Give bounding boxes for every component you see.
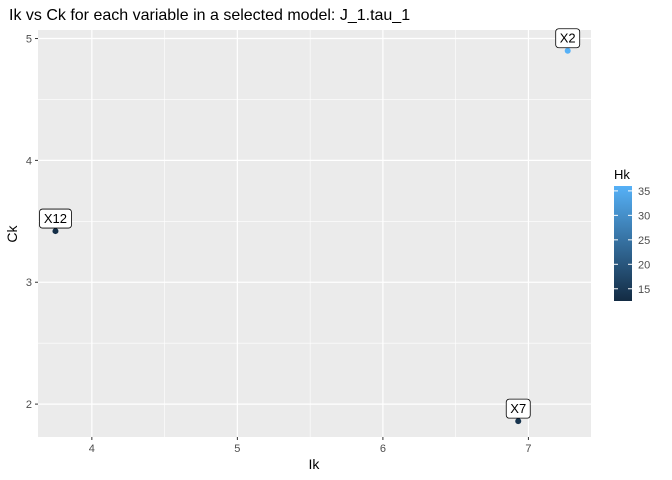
x-tick-label: 5	[234, 443, 240, 455]
y-tick-label: 3	[26, 277, 32, 289]
x-tick-label: 7	[525, 443, 531, 455]
x-axis: 4 5 6 7	[89, 437, 531, 455]
x-tick-label: 6	[380, 443, 386, 455]
y-axis: 2 3 4 5	[26, 34, 38, 411]
chart-title: Ik vs Ck for each variable in a selected…	[9, 7, 410, 24]
data-point	[564, 47, 571, 54]
points-layer	[52, 47, 571, 425]
legend-tick-label: 30	[638, 210, 650, 222]
legend: Hk 15 20 25 30 35	[614, 167, 650, 301]
x-axis-title: Ik	[309, 456, 321, 472]
grid-minor	[38, 30, 591, 437]
data-point	[52, 228, 59, 235]
y-axis-title: Ck	[4, 224, 20, 242]
legend-tick-label: 35	[638, 186, 650, 198]
legend-tick-label: 25	[638, 235, 650, 247]
legend-colorbar	[614, 186, 632, 301]
x-tick-label: 4	[89, 443, 95, 455]
point-label-box	[39, 208, 72, 229]
data-point	[515, 418, 522, 425]
grid-major	[38, 30, 591, 437]
legend-title: Hk	[614, 167, 630, 182]
point-label: X7	[505, 398, 531, 419]
panel-background	[38, 30, 591, 437]
point-label-box	[505, 398, 531, 419]
legend-tick-label: 20	[638, 259, 650, 271]
legend-tick-label: 15	[638, 284, 650, 296]
y-tick-label: 2	[26, 399, 32, 411]
y-tick-label: 4	[26, 155, 32, 167]
plot-panel: X12 X2 X7	[38, 28, 591, 437]
point-label-box	[555, 28, 581, 49]
point-label: X12	[39, 208, 72, 229]
point-label-text: X12	[44, 211, 67, 226]
point-label: X2	[555, 28, 581, 49]
legend-ticks: 15 20 25 30 35	[614, 186, 650, 296]
point-labels-layer: X12 X2 X7	[39, 28, 581, 419]
point-label-text: X7	[510, 401, 526, 416]
point-label-text: X2	[560, 31, 576, 46]
y-tick-label: 5	[26, 34, 32, 46]
